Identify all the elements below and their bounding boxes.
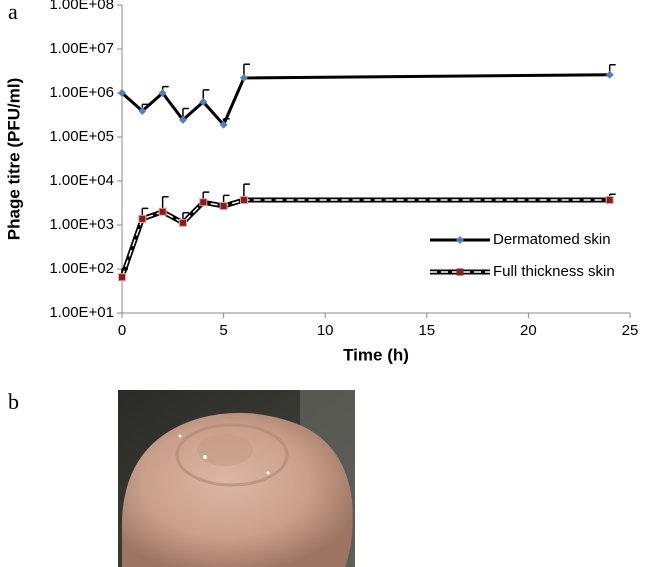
- x-tick-label: 0: [118, 322, 126, 339]
- y-tick-label: 1.00E+08: [49, 0, 114, 13]
- legend-marker: [456, 268, 464, 276]
- marker: [239, 73, 248, 82]
- y-tick-label: 1.00E+01: [49, 304, 114, 321]
- panel-label: a: [8, 0, 18, 24]
- marker: [158, 89, 167, 97]
- chart: 1.00E+01 1.00E+02 1.00E+03 1.00E+04 1.00E+05…: [4, 0, 638, 364]
- x-tick-label: 25: [622, 322, 639, 339]
- panel-label: b: [8, 389, 19, 414]
- marker: [118, 89, 126, 97]
- marker: [158, 207, 167, 216]
- y-axis-title: Phage titre (PFU/ml): [4, 78, 23, 240]
- y-tick-label: 1.00E+07: [49, 40, 114, 57]
- marker: [138, 106, 147, 115]
- marker: [605, 195, 614, 204]
- series-line: [121, 73, 610, 128]
- photo: [118, 390, 355, 567]
- legend-marker: [456, 236, 464, 244]
- marker: [219, 202, 228, 211]
- marker: [178, 115, 187, 124]
- x-tick-label: 5: [219, 322, 227, 339]
- marker: [178, 218, 187, 227]
- y-tick-label: 1.00E+04: [49, 172, 114, 189]
- y-tick-label: 1.00E+03: [49, 216, 114, 233]
- x-tick-label: 10: [317, 322, 334, 339]
- marker: [138, 214, 147, 223]
- y-tick-label: 1.00E+05: [49, 128, 114, 145]
- legend-label: Full thickness skin: [493, 263, 615, 280]
- x-tick-label: 20: [520, 322, 537, 339]
- marker: [118, 273, 126, 282]
- legend-label: Dermatomed skin: [493, 231, 611, 248]
- marker: [219, 120, 228, 129]
- marker: [199, 97, 208, 106]
- y-tick-label: 1.00E+06: [49, 84, 114, 101]
- marker: [199, 198, 208, 207]
- marker: [605, 70, 614, 79]
- x-axis-title: Time (h): [343, 345, 409, 364]
- marker: [239, 195, 248, 204]
- y-tick-label: 1.00E+02: [49, 260, 114, 277]
- x-tick-label: 15: [418, 322, 435, 339]
